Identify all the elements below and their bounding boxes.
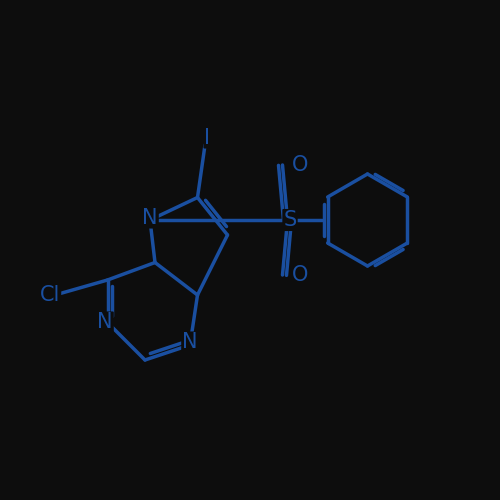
Text: N: N xyxy=(142,208,158,228)
Text: O: O xyxy=(292,265,308,285)
Text: N: N xyxy=(97,312,113,332)
Text: Cl: Cl xyxy=(40,285,60,305)
Text: I: I xyxy=(204,128,210,148)
Text: S: S xyxy=(284,210,296,230)
Text: N: N xyxy=(182,332,198,352)
Text: O: O xyxy=(292,155,308,175)
